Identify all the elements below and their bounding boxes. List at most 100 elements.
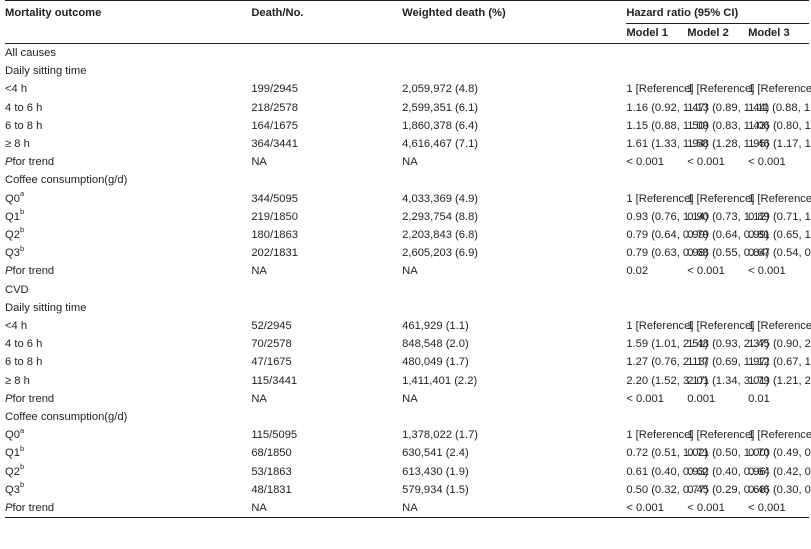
weighted-death-cell: 1,378,022 (1.7)	[402, 429, 479, 442]
trend-label: for trend	[12, 156, 55, 169]
weighted-death-cell: 1,860,378 (6.4)	[402, 119, 479, 132]
header-row-1: Mortality outcome Death/No. Weighted dea…	[5, 0, 809, 24]
model1-cell: 0.50 (0.32, 0.77)	[626, 483, 709, 496]
model3-cell: 1 [Reference]	[748, 426, 811, 444]
deaths-cell: 219/1850	[251, 210, 298, 223]
deaths-cell: 364/3441	[251, 138, 298, 151]
model3-cell: 0.70 (0.49, 0.99)	[748, 444, 811, 462]
footnote-marker: a	[19, 188, 25, 198]
hazard-ratio-table: Mortality outcome Death/No. Weighted dea…	[5, 0, 811, 519]
model1-cell: 1.61 (1.33, 1.94)	[626, 138, 709, 151]
model1-cell: < 0.001	[626, 392, 664, 405]
deaths-cell: 199/2945	[251, 83, 298, 96]
footnote-marker: b	[19, 461, 25, 471]
table-row: Q2b 53/1863 613,430 (1.9) 0.61 (0.40, 0.93)…	[5, 461, 811, 481]
model3-cell: < 0.001	[748, 499, 809, 519]
weighted-death-cell: 579,934 (1.5)	[402, 483, 469, 496]
subheading-row: Daily sitting time	[5, 299, 809, 317]
weighted-death-cell: 613,430 (1.9)	[402, 465, 469, 478]
weighted-death-cell: 480,049 (1.7)	[402, 356, 469, 369]
model3-cell: 0.67 (0.54, 0.84)	[748, 244, 811, 262]
weighted-death-cell: 1,411,401 (2.2)	[402, 374, 478, 387]
col-header-model2: Model 2	[687, 23, 749, 44]
col-header-model1: Model 1	[626, 23, 688, 44]
p-letter: P	[5, 392, 13, 405]
model2-cell: < 0.001	[687, 499, 749, 519]
model3-cell: 1.46 (1.17, 1.81)	[748, 135, 811, 153]
table-row: Q0a 344/5095 4,033,369 (4.9) 1 [Reference] 1…	[5, 188, 811, 208]
deaths-cell: 344/5095	[251, 192, 298, 205]
row-label: 4 to 6 h	[5, 335, 251, 353]
deaths-cell: 115/5095	[251, 429, 298, 442]
model3-cell: 0.81 (0.65, 1.01)	[748, 226, 811, 244]
table-row: 4 to 6 h 70/2578 848,548 (2.0) 1.59 (1.01, …	[5, 335, 811, 353]
model3-cell: 1 [Reference]	[748, 317, 811, 335]
model2-cell: 0.90 (0.73, 1.12)	[687, 210, 770, 223]
subheading-row: Daily sitting time	[5, 62, 809, 80]
table-body: All causes Daily sitting time <4 h 199/2945…	[5, 44, 811, 519]
model3-cell: 1 [Reference]	[748, 190, 811, 208]
model3-value: 0.67 (0.54, 0.84)	[748, 247, 811, 260]
weighted-death-cell: 2,605,203 (6.9)	[402, 247, 479, 260]
category-label: Q2	[5, 465, 20, 478]
row-label: Q1b	[5, 444, 251, 462]
model1-cell: 0.79 (0.63, 0.98)	[626, 247, 709, 260]
trend-row: Pfor trend NA NA < 0.001 < 0.001 < 0.001	[5, 153, 809, 171]
table-row: ≥ 8 h 364/3441 4,616,467 (7.1) 1.61 (1.33, …	[5, 135, 811, 153]
model1-cell: 1.27 (0.76, 2.13)	[626, 356, 709, 369]
model3-value: < 0.001	[748, 156, 786, 169]
row-label: Pfor trend	[5, 153, 251, 171]
p-letter: P	[5, 265, 13, 278]
model3-cell: 0.64 (0.42, 0.99)	[748, 463, 811, 481]
model3-cell: < 0.001	[748, 262, 809, 280]
model3-value: 0.89 (0.71, 1.11)	[748, 210, 811, 223]
model3-cell: 1 [Reference]	[748, 80, 811, 98]
model3-cell: 1.06 (0.80, 1.39)	[748, 117, 811, 135]
deaths-cell: 202/1831	[251, 247, 298, 260]
header-spacer	[251, 23, 403, 44]
category-label: 4 to 6 h	[5, 101, 43, 114]
category-label: 6 to 8 h	[5, 119, 43, 132]
row-label: Q2b	[5, 226, 251, 244]
trend-label: for trend	[12, 502, 55, 515]
deaths-cell: 48/1831	[251, 483, 292, 496]
category-label: 6 to 8 h	[5, 356, 43, 369]
model3-value: < 0.001	[748, 265, 786, 278]
weighted-death-cell: NA	[402, 499, 627, 519]
subheading-label: Daily sitting time	[5, 65, 87, 78]
model3-value: 0.01	[748, 392, 770, 405]
model2-cell: 1 [Reference]	[687, 192, 755, 205]
model1-cell: < 0.001	[626, 156, 664, 169]
weighted-death-cell: NA	[402, 156, 418, 169]
model2-cell: 0.62 (0.40, 0.96)	[687, 465, 770, 478]
model2-cell: 1.48 (0.93, 2.37)	[687, 338, 770, 351]
table-row: <4 h 199/2945 2,059,972 (4.8) 1 [Reference]…	[5, 80, 811, 98]
row-label: Q3b	[5, 481, 251, 499]
deaths-cell: 70/2578	[251, 338, 292, 351]
model3-value: 0.81 (0.65, 1.01)	[748, 229, 811, 242]
deaths-cell: NA	[251, 499, 403, 519]
model2-cell: 1 [Reference]	[687, 429, 755, 442]
table-row: Q1b 68/1850 630,541 (2.4) 0.72 (0.51, 1.02)…	[5, 444, 811, 462]
category-label: Q1	[5, 210, 20, 223]
trend-row: Pfor trend NA NA 0.02 < 0.001 < 0.001	[5, 262, 809, 280]
model1-cell: 0.79 (0.64, 0.99)	[626, 229, 709, 242]
row-label: Q1b	[5, 208, 251, 226]
footnote-marker: b	[19, 225, 25, 235]
model3-value: 1 [Reference]	[748, 429, 811, 442]
weighted-death-cell: 2,599,351 (6.1)	[402, 101, 479, 114]
row-label: ≥ 8 h	[5, 135, 251, 153]
weighted-death-cell: 2,059,972 (4.8)	[402, 83, 479, 96]
model3-value: 0.64 (0.42, 0.99)	[748, 465, 811, 478]
footnote-marker: a	[19, 425, 25, 435]
model1-cell: 1.15 (0.88, 1.50)	[626, 119, 709, 132]
deaths-cell: NA	[251, 392, 267, 405]
model3-cell: 0.89 (0.71, 1.11)	[748, 208, 811, 226]
row-label: ≥ 8 h	[5, 372, 251, 390]
row-label: 6 to 8 h	[5, 117, 251, 135]
model3-value: 1.79 (1.21, 2.66)	[748, 374, 811, 387]
footnote-marker: b	[19, 243, 25, 253]
category-label: Q2	[5, 229, 20, 242]
model2-cell: 1.17 (0.69, 1.97)	[687, 356, 770, 369]
subheading-label: Daily sitting time	[5, 301, 87, 314]
